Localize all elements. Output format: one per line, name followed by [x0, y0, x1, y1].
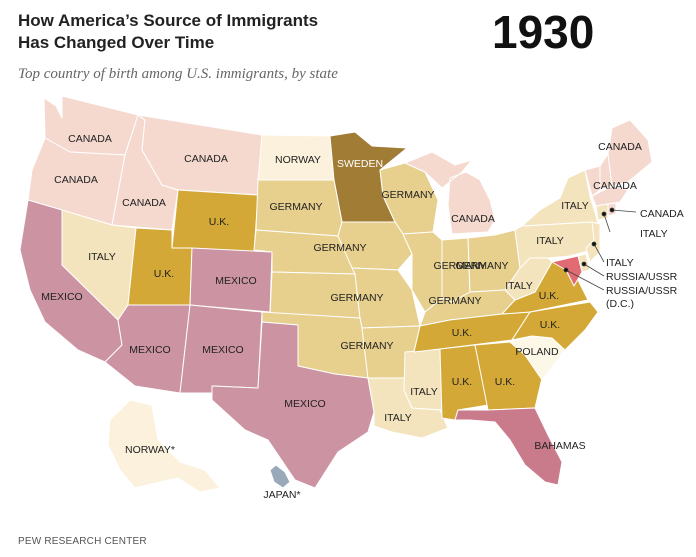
chart-title: How America’s Source of Immigrants Has C…: [18, 10, 418, 54]
label-pa: ITALY: [536, 235, 564, 247]
label-tn: U.K.: [452, 327, 472, 339]
callout-label-de: RUSSIA/USSR: [606, 271, 678, 283]
label-mt: CANADA: [184, 153, 228, 165]
callout-dot-ri: [609, 207, 615, 213]
callout-label-md: RUSSIA/USSR: [606, 285, 678, 297]
label-il: GERMANY: [433, 260, 486, 272]
label-ma: CANADA: [593, 180, 637, 192]
label-wa: CANADA: [68, 133, 112, 145]
label-ca: MEXICO: [41, 291, 82, 303]
label-me: CANADA: [598, 141, 642, 153]
label-sd: GERMANY: [269, 201, 322, 213]
callout-dot-md: [563, 267, 569, 273]
state-mi[interactable]: [404, 151, 496, 235]
callout-line-ct: [603, 213, 611, 233]
label-al: U.K.: [452, 376, 472, 388]
label-co: MEXICO: [215, 275, 256, 287]
label-fl: BAHAMAS: [534, 440, 585, 452]
year-label: 1930: [492, 6, 595, 58]
label-oh: GERMANY: [455, 260, 508, 272]
label-ny: ITALY: [561, 200, 589, 212]
label-az: MEXICO: [129, 344, 170, 356]
state-hi[interactable]: [269, 464, 291, 489]
state-ia[interactable]: [337, 221, 413, 271]
state-labels: CANADA CANADA CANADA CANADA NORWAY SWEDE…: [41, 133, 642, 501]
label-tx: MEXICO: [284, 398, 325, 410]
label-nm: MEXICO: [202, 344, 243, 356]
subtitle: Top country of birth among U.S. immigran…: [18, 66, 338, 82]
label-va: U.K.: [539, 290, 559, 302]
state-tx[interactable]: [211, 321, 375, 489]
callout-line-ri: [611, 209, 637, 213]
title-line-2: Has Changed Over Time: [18, 33, 215, 52]
label-ne: GERMANY: [313, 242, 366, 254]
state-ma[interactable]: [591, 185, 629, 207]
label-ut: U.K.: [154, 268, 174, 280]
callout-line-md: [565, 269, 605, 291]
state-ak[interactable]: [107, 399, 221, 493]
label-sc: POLAND: [515, 346, 559, 358]
state-fl[interactable]: [454, 407, 563, 486]
label-nc: U.K.: [540, 319, 560, 331]
label-ga: U.K.: [495, 376, 515, 388]
callout-dot-ct: [601, 211, 607, 217]
callout-dot-de: [581, 261, 587, 267]
label-la: ITALY: [384, 412, 412, 424]
callout-label-dc: (D.C.): [606, 298, 634, 310]
label-nd: NORWAY: [275, 154, 321, 166]
label-id: CANADA: [122, 197, 166, 209]
callout-label-nj: ITALY: [606, 257, 634, 269]
label-ky: GERMANY: [428, 295, 481, 307]
state-ms[interactable]: [403, 348, 443, 411]
callout-label-ct: ITALY: [640, 228, 668, 240]
label-or: CANADA: [54, 174, 98, 186]
label-wi: GERMANY: [381, 189, 434, 201]
label-ak: NORWAY*: [125, 444, 175, 456]
state-me[interactable]: [607, 119, 653, 187]
label-ms: ITALY: [410, 386, 438, 398]
label-ok: GERMANY: [340, 340, 393, 352]
label-ks: GERMANY: [330, 292, 383, 304]
source-credit: PEW RESEARCH CENTER: [18, 536, 147, 547]
state-nc[interactable]: [511, 301, 599, 351]
label-nv: ITALY: [88, 251, 116, 263]
title-line-1: How America’s Source of Immigrants: [18, 11, 319, 30]
state-ct[interactable]: [595, 203, 609, 221]
label-wv: ITALY: [505, 280, 533, 292]
label-wy: U.K.: [209, 216, 229, 228]
callout-line-de: [583, 263, 605, 277]
callout-line-nj: [593, 243, 605, 263]
callout-labels: CANADA ITALY ITALY RUSSIA/USSR RUSSIA/US…: [606, 208, 684, 310]
label-mi: CANADA: [451, 213, 495, 225]
callout-dot-nj: [591, 241, 597, 247]
callout-label-ri: CANADA: [640, 208, 684, 220]
northeast-callouts: [563, 207, 637, 291]
label-hi: JAPAN*: [263, 489, 300, 501]
label-mn: SWEDEN: [337, 158, 383, 170]
